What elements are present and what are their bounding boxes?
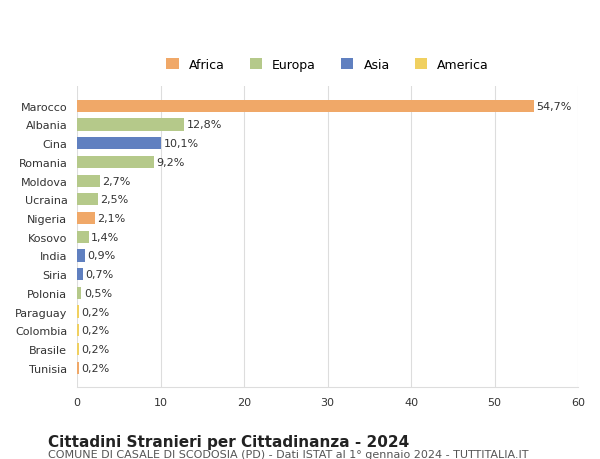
Bar (77, 175, 100, 187)
Bar (77, 119, 184, 131)
Bar (77, 306, 79, 318)
Bar (77, 138, 161, 150)
Bar (77, 213, 95, 224)
Bar (77, 325, 79, 336)
Text: 0,2%: 0,2% (81, 363, 110, 373)
Text: 9,2%: 9,2% (157, 157, 185, 168)
Text: 1,4%: 1,4% (91, 232, 119, 242)
Text: 10,1%: 10,1% (164, 139, 199, 149)
Bar (77, 269, 83, 280)
Bar (77, 101, 534, 112)
Bar (77, 231, 89, 243)
Text: COMUNE DI CASALE DI SCODOSIA (PD) - Dati ISTAT al 1° gennaio 2024 - TUTTITALIA.I: COMUNE DI CASALE DI SCODOSIA (PD) - Dati… (48, 449, 529, 459)
Text: 0,2%: 0,2% (81, 344, 110, 354)
Text: Cittadini Stranieri per Cittadinanza - 2024: Cittadini Stranieri per Cittadinanza - 2… (48, 434, 409, 449)
Text: 54,7%: 54,7% (536, 101, 572, 112)
Text: 2,1%: 2,1% (97, 213, 125, 224)
Text: 0,9%: 0,9% (87, 251, 115, 261)
Text: 2,7%: 2,7% (102, 176, 131, 186)
Text: 0,5%: 0,5% (84, 288, 112, 298)
Text: 0,7%: 0,7% (85, 269, 113, 280)
Bar (77, 362, 79, 374)
Bar (77, 287, 81, 299)
Bar (77, 343, 79, 355)
Text: 0,2%: 0,2% (81, 307, 110, 317)
Bar (77, 250, 85, 262)
Text: 2,5%: 2,5% (100, 195, 129, 205)
Text: 12,8%: 12,8% (187, 120, 222, 130)
Legend: Africa, Europa, Asia, America: Africa, Europa, Asia, America (161, 54, 494, 77)
Bar (77, 157, 154, 168)
Bar (77, 194, 98, 206)
Text: 0,2%: 0,2% (81, 325, 110, 336)
